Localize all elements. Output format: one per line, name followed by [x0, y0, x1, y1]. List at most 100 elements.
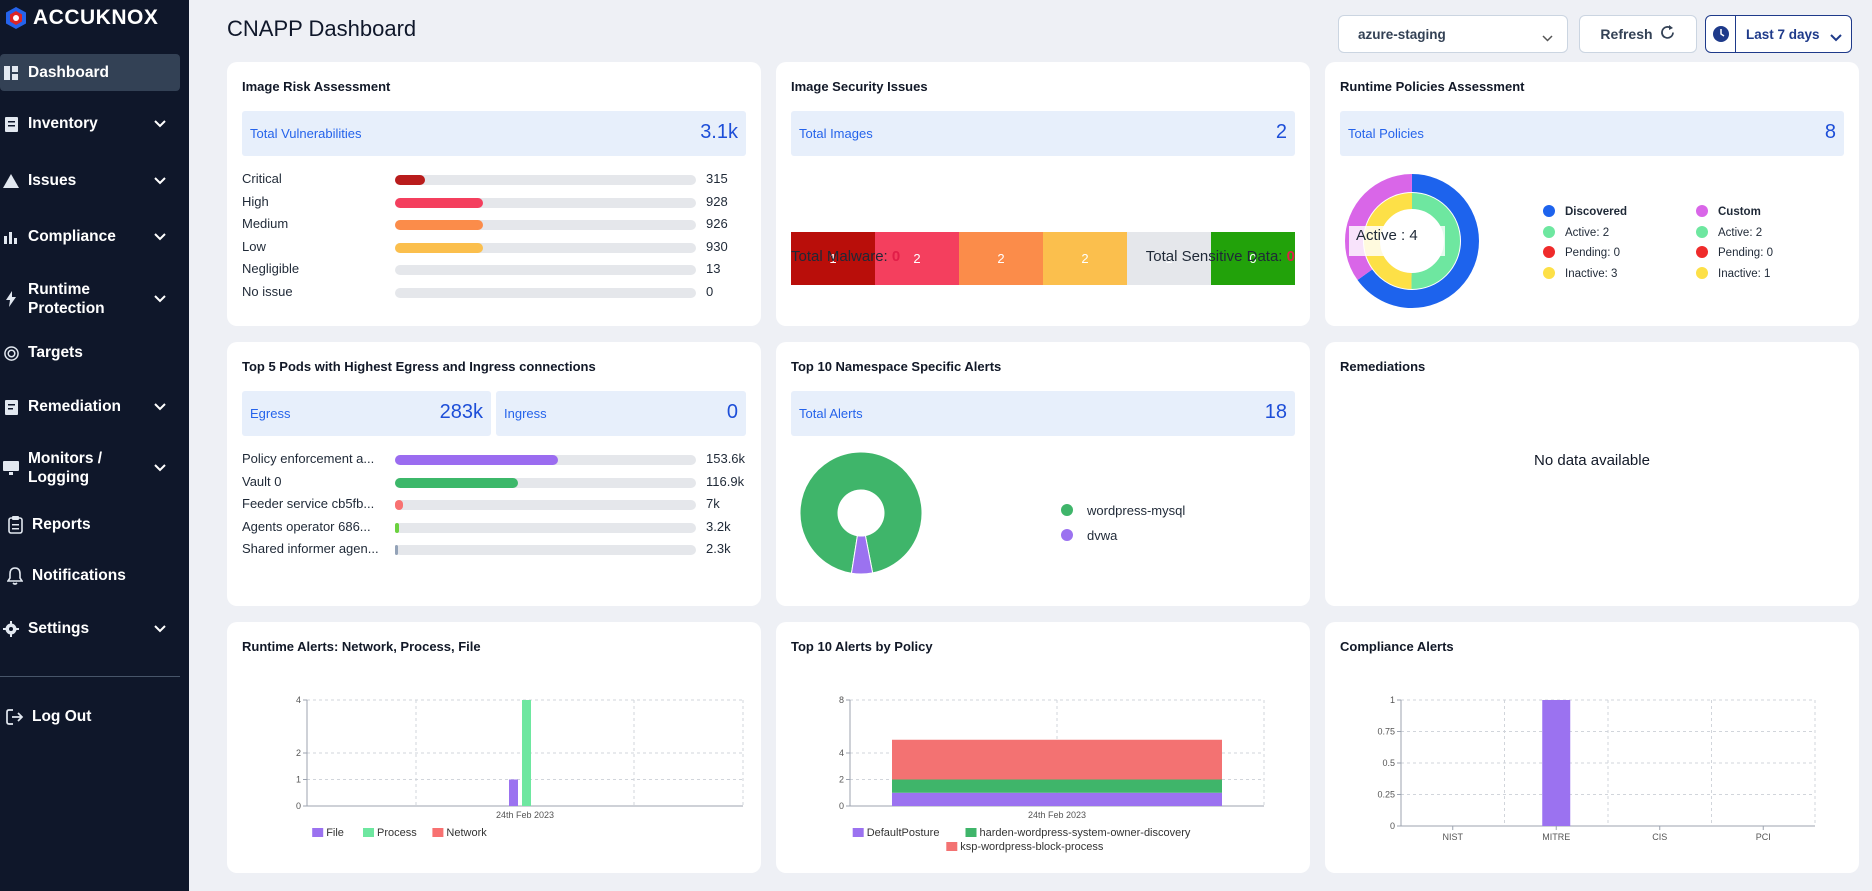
- donut-center-backdrop: [1349, 226, 1445, 256]
- sidebar-item-inventory[interactable]: Inventory: [0, 113, 180, 135]
- pie-slice-wordpress-mysql[interactable]: [799, 451, 923, 574]
- compliance-alerts-chart[interactable]: 0 0.25 0.5 0.75 1 NIST MITRE CIS PCI: [1325, 662, 1859, 867]
- sidebar-item-runtime-protection[interactable]: Runtime Protection: [0, 278, 180, 320]
- bar-mitre: [1542, 700, 1571, 826]
- risk-row[interactable]: Medium 926: [242, 214, 742, 234]
- sidebar-item-issues[interactable]: Issues: [0, 170, 180, 192]
- total-malware: Total Malware: 0: [791, 248, 900, 265]
- card-title: Top 10 Namespace Specific Alerts: [791, 359, 1002, 374]
- legend-dot: [1696, 266, 1708, 279]
- chevron-down-icon: [154, 115, 166, 133]
- chart-legend: ksp-wordpress-block-process: [946, 841, 1104, 853]
- namespace-legend: wordpress-mysql dvwa: [1061, 498, 1185, 548]
- risk-row[interactable]: High 928: [242, 192, 742, 212]
- image-risk-card: Image Risk Assessment Total Vulnerabilit…: [227, 62, 761, 326]
- logo-text: ACCUKNOX: [33, 6, 159, 29]
- legend-label: dvwa: [1087, 528, 1118, 543]
- x-tick-label: PCI: [1756, 832, 1771, 842]
- x-tick-label: NIST: [1442, 832, 1463, 842]
- sidebar-item-label: Reports: [32, 516, 91, 533]
- severity-cell[interactable]: 0: [1211, 232, 1295, 285]
- severity-cell[interactable]: 2: [875, 232, 959, 285]
- sidebar-item-compliance[interactable]: Compliance: [0, 226, 180, 248]
- legend-title: Custom: [1718, 206, 1761, 218]
- namespace-alerts-card: Top 10 Namespace Specific Alerts Total A…: [776, 342, 1310, 606]
- pod-row[interactable]: Agents operator 686... 3.2k: [242, 517, 742, 537]
- legend-dot: [1061, 529, 1073, 541]
- total-policies-box[interactable]: Total Policies 8: [1340, 111, 1844, 156]
- ingress-box[interactable]: Ingress 0: [496, 391, 746, 436]
- stacked-bar-DefaultPosture: [892, 792, 1222, 806]
- date-range-button[interactable]: Last 7 days: [1705, 15, 1852, 53]
- pod-row[interactable]: Shared informer agen... 2.3k: [242, 539, 742, 559]
- bell-icon: [6, 567, 24, 585]
- pod-row[interactable]: Policy enforcement a... 153.6k: [242, 449, 745, 469]
- total-vulnerabilities-box[interactable]: Total Vulnerabilities 3.1k: [242, 111, 746, 156]
- sidebar-item-notifications[interactable]: Notifications: [4, 565, 184, 587]
- sidebar-item-remediation[interactable]: Remediation: [0, 396, 180, 418]
- legend-label: Process: [377, 827, 417, 839]
- risk-bar-track: [395, 265, 696, 276]
- refresh-button[interactable]: Refresh: [1579, 15, 1697, 53]
- bar-chart-icon: [2, 228, 20, 246]
- severity-cell[interactable]: 1: [791, 232, 875, 285]
- sidebar-item-settings[interactable]: Settings: [0, 618, 180, 640]
- runtime-alerts-card: Runtime Alerts: Network, Process, File 0…: [227, 622, 761, 873]
- risk-count: 0: [706, 284, 714, 299]
- risk-bar-track: [395, 288, 696, 298]
- card-title: Image Security Issues: [791, 79, 928, 94]
- egress-box[interactable]: Egress 283k: [242, 391, 491, 436]
- legend-item[interactable]: dvwa: [1061, 523, 1185, 548]
- accuknox-logo[interactable]: ACCUKNOX: [4, 6, 158, 30]
- x-tick-label: CIS: [1652, 832, 1667, 842]
- severity-cell[interactable]: 1: [1127, 232, 1211, 285]
- total-images-box[interactable]: Total Images 2: [791, 111, 1295, 156]
- card-title: Compliance Alerts: [1340, 639, 1454, 654]
- pod-row[interactable]: Feeder service cb5fb... 7k: [242, 494, 742, 514]
- stat-label: Total Images: [799, 126, 873, 141]
- pod-bar-track: [395, 545, 696, 556]
- sidebar-item-targets[interactable]: Targets: [0, 342, 180, 364]
- risk-row[interactable]: Critical 315: [242, 169, 742, 189]
- legend-label: harden-wordpress-system-owner-discovery: [980, 827, 1191, 839]
- stat-value: 283k: [439, 401, 483, 423]
- severity-cell[interactable]: 2: [1043, 232, 1127, 285]
- stacked-bar-ksp-wordpress-block-process: [892, 739, 1222, 780]
- compliance-alerts-card: Compliance Alerts 0 0.25 0.5 0.75 1 NIST MITRE…: [1325, 622, 1859, 873]
- namespace-pie-chart[interactable]: [798, 450, 924, 576]
- pod-bar-fill: [395, 545, 398, 556]
- pod-name: Policy enforcement a...: [242, 451, 375, 466]
- legend-swatch: [946, 842, 958, 851]
- runtime-alerts-chart[interactable]: 0 1 2 4 24th Feb 2023 File Process Network: [227, 662, 761, 852]
- legend-dot: [1696, 246, 1708, 258]
- sidebar-item-dashboard[interactable]: Dashboard: [0, 54, 180, 91]
- cluster-select[interactable]: azure-staging: [1338, 15, 1568, 53]
- discovered-legend: Discovered Active: 2 Pending: 0 Inactive…: [1543, 202, 1683, 284]
- pod-name: Shared informer agen...: [242, 541, 379, 557]
- total-alerts-box[interactable]: Total Alerts 18: [791, 391, 1295, 436]
- risk-count: 930: [706, 238, 728, 254]
- chart-legend: DefaultPosture harden-wordpress-system-ow…: [852, 827, 1191, 839]
- policies-donut-chart[interactable]: [1345, 174, 1479, 308]
- y-tick-label: 1: [1390, 695, 1395, 705]
- stat-value: 18: [1264, 401, 1287, 423]
- risk-row[interactable]: Low 930: [242, 237, 742, 257]
- legend-label: ksp-wordpress-block-process: [960, 841, 1104, 853]
- risk-bar-track: [395, 242, 696, 253]
- chevron-down-icon: [154, 459, 166, 477]
- card-title: Remediations: [1340, 359, 1426, 374]
- risk-row[interactable]: Negligible 13: [242, 259, 742, 279]
- sidebar-item-logout[interactable]: Log Out: [4, 706, 184, 728]
- bar-process: [522, 700, 531, 806]
- severity-cell[interactable]: 2: [959, 232, 1043, 285]
- alerts-by-policy-chart[interactable]: 0 2 4 8 24th Feb 2023 DefaultPosture harden-wo…: [776, 662, 1310, 870]
- legend-title: Discovered: [1565, 206, 1628, 218]
- sidebar-item-monitors-logging[interactable]: Monitors / Logging: [0, 447, 180, 489]
- sidebar-item-reports[interactable]: Reports: [4, 514, 184, 536]
- risk-name: Medium: [242, 216, 289, 232]
- risk-row[interactable]: No issue 0: [242, 282, 742, 302]
- pod-bar-fill: [395, 522, 399, 533]
- pie-slice-dvwa[interactable]: [850, 534, 874, 575]
- pod-row[interactable]: Vault 0 116.9k: [242, 472, 744, 492]
- legend-item[interactable]: wordpress-mysql: [1061, 498, 1185, 523]
